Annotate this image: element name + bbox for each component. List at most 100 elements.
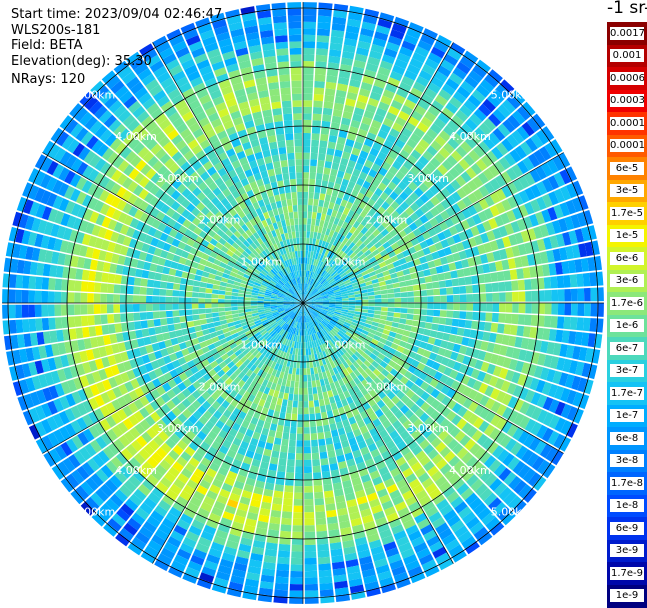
heatmap-cell [185, 298, 192, 303]
heatmap-cell [499, 292, 506, 301]
heatmap-cell [251, 301, 258, 303]
heatmap-cell [15, 290, 22, 303]
heatmap-cell [458, 277, 465, 285]
heatmap-cell [311, 218, 316, 225]
heatmap-cell [318, 439, 325, 446]
heatmap-cell [305, 564, 317, 571]
heatmap-cell [427, 289, 434, 295]
heatmap-cell [457, 328, 465, 336]
heatmap-cell [400, 313, 407, 318]
heatmap-cell [361, 293, 368, 297]
heatmap-cell [312, 387, 317, 394]
heatmap-cell [287, 400, 292, 407]
heatmap-cell [466, 312, 473, 320]
heatmap-cell [291, 551, 303, 558]
heatmap-cell [257, 303, 264, 305]
heatmap-cell [226, 315, 233, 320]
heatmap-cell [458, 319, 465, 327]
heatmap-cell [558, 289, 565, 301]
heatmap-cell [453, 303, 460, 310]
heatmap-cell [304, 492, 313, 499]
heatmap-cell [198, 304, 205, 309]
heatmap-cell [439, 317, 446, 324]
heatmap-cell [139, 296, 146, 304]
heatmap-cell [320, 452, 328, 459]
heatmap-cell [282, 432, 289, 439]
heatmap-cell [304, 506, 314, 513]
heatmap-cell [570, 317, 578, 330]
heatmap-cell [154, 273, 162, 281]
heatmap-cell [304, 466, 312, 473]
heatmap-cell [269, 403, 276, 411]
heatmap-cell [168, 324, 176, 331]
heatmap-cell [381, 290, 388, 295]
heatmap-cell [185, 291, 192, 297]
heatmap-cell [498, 282, 505, 292]
heatmap-cell [286, 472, 295, 479]
heatmap-cell [304, 434, 310, 441]
heatmap-cell [457, 269, 465, 278]
heatmap-cell [297, 362, 300, 369]
heatmap-cell [193, 320, 200, 326]
heatmap-cell [291, 558, 303, 565]
heatmap-cell [525, 291, 532, 302]
heatmap-cell [394, 313, 401, 318]
heatmap-cell [444, 326, 452, 334]
heatmap-cell [438, 325, 446, 333]
heatmap-cell [303, 159, 310, 166]
heatmap-cell [172, 290, 179, 296]
heatmap-cell [126, 304, 133, 312]
heatmap-cell [323, 484, 332, 492]
heatmap-cell [55, 279, 62, 291]
heatmap-cell [205, 299, 212, 304]
heatmap-cell [452, 319, 459, 327]
heatmap-cell [82, 327, 90, 338]
heatmap-cell [423, 329, 431, 336]
heatmap-cell [303, 54, 314, 61]
heatmap-cell [42, 277, 49, 289]
heatmap-cell [74, 304, 81, 315]
heatmap-cell [368, 299, 375, 302]
heatmap-cell [290, 433, 297, 440]
heatmap-cell [303, 192, 308, 199]
heatmap-cell [244, 300, 251, 303]
heatmap-cell [251, 303, 258, 305]
heatmap-cell [460, 294, 467, 302]
heatmap-cell [232, 310, 239, 314]
heatmap-cell [570, 274, 578, 287]
heatmap-cell [194, 325, 202, 331]
heatmap-cell [213, 285, 220, 290]
heatmap-cell [146, 304, 153, 311]
heatmap-cell [275, 484, 284, 492]
heatmap-cell [225, 311, 232, 315]
heatmap-cell [349, 305, 356, 308]
heatmap-cell [314, 492, 323, 499]
heatmap-cell [311, 225, 315, 232]
heatmap-cell [403, 330, 411, 337]
heatmap-cell [316, 173, 323, 180]
heatmap-cell [460, 303, 467, 311]
heatmap-cell [401, 308, 408, 313]
heatmap-cell [325, 497, 335, 505]
heatmap-cell [564, 289, 571, 301]
heatmap-cell [238, 307, 245, 310]
heatmap-cell [286, 407, 292, 414]
heatmap-cell [161, 274, 169, 282]
heatmap-cell [381, 311, 388, 316]
heatmap-cell [303, 87, 313, 94]
heatmap-cell [304, 395, 309, 402]
heatmap-cell [54, 305, 61, 317]
heatmap-cell [445, 318, 452, 326]
heatmap-cell [146, 312, 153, 320]
heatmap-cell [292, 407, 297, 414]
heatmap-cell [307, 225, 311, 232]
heatmap-cell [309, 238, 313, 245]
heatmap-cell [271, 510, 282, 518]
heatmap-cell [166, 304, 173, 310]
heatmap-cell [299, 388, 303, 395]
heatmap-cell [199, 309, 206, 314]
heatmap-cell [584, 303, 591, 316]
heatmap-cell [133, 313, 140, 321]
heatmap-cell [293, 519, 303, 526]
heatmap-cell [558, 303, 565, 315]
